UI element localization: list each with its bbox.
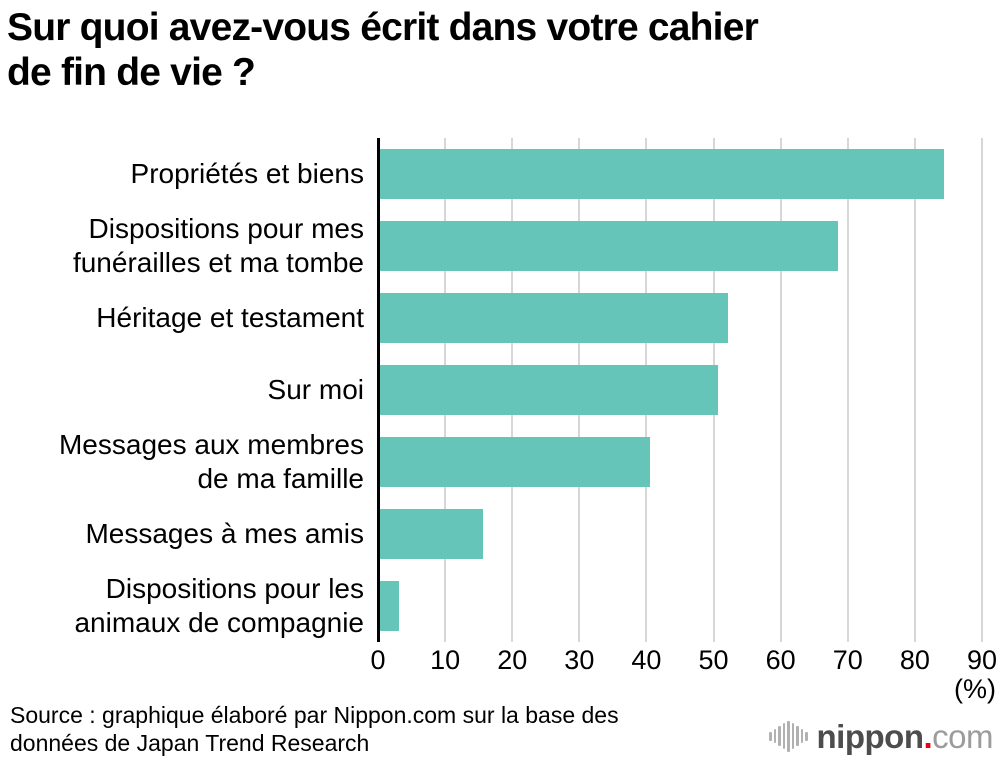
nippon-logo: nippon.com (769, 712, 993, 760)
chart-title-line2: de fin de vie ? (7, 51, 256, 94)
x-tick-label: 70 (832, 645, 863, 675)
gridline (981, 138, 983, 642)
x-tick-label: 40 (631, 645, 662, 675)
chart-title: Sur quoi avez-vous écrit dans votre cahi… (7, 5, 759, 95)
source-note-line2: données de Japan Trend Research (10, 730, 370, 756)
logo-tld: com (932, 717, 993, 755)
x-tick-label: 60 (765, 645, 796, 675)
category-label: Messages aux membres de ma famille (58, 429, 364, 494)
x-axis-unit-label: (%) (954, 674, 996, 704)
bar (378, 293, 729, 343)
logo-dot: . (923, 717, 933, 755)
bar (378, 221, 838, 271)
chart-title-line1: Sur quoi avez-vous écrit dans votre cahi… (7, 6, 759, 49)
category-label: Sur moi (267, 374, 364, 405)
bar (378, 437, 650, 487)
bar-row (378, 354, 982, 426)
category-label: Propriétés et biens (130, 158, 364, 189)
bar (378, 149, 944, 199)
x-tick-label: 90 (966, 645, 998, 675)
waveform-icon (769, 719, 808, 753)
bar-row (378, 282, 982, 354)
bar-row (378, 570, 982, 642)
category-label: Messages à mes amis (85, 518, 364, 549)
bar-row (378, 498, 982, 570)
source-note: Source : graphique élaboré par Nippon.co… (10, 701, 619, 757)
gridline (779, 138, 782, 642)
bar-row (378, 210, 982, 282)
gridline (846, 138, 849, 642)
bar-row (378, 138, 982, 210)
plot-area (377, 138, 983, 642)
category-labels: Propriétés et biens Dispositions pour mes… (0, 138, 364, 642)
x-tick-label: 20 (497, 645, 528, 675)
x-tick-label: 50 (698, 645, 729, 675)
x-tick-label: 10 (430, 645, 461, 675)
category-label: Dispositions pour mes funérailles et ma t… (72, 213, 364, 278)
bar-row (378, 426, 982, 498)
category-label: Dispositions pour les animaux de compagni… (74, 573, 364, 638)
x-axis-tick-labels: 0 10 20 30 40 50 60 70 80 90 (370, 645, 997, 677)
x-tick-label: 80 (899, 645, 930, 675)
bar (378, 365, 718, 415)
x-tick-label: 30 (564, 645, 595, 675)
bar (378, 581, 399, 631)
category-label: Héritage et testament (96, 302, 364, 333)
nippon-logo-text: nippon.com (816, 717, 994, 755)
bars-layer (378, 138, 982, 642)
y-axis-line (377, 138, 380, 642)
x-tick-label: 0 (370, 645, 386, 675)
gridline (913, 138, 916, 642)
bar (378, 509, 483, 559)
logo-name: nippon (816, 717, 924, 755)
source-note-line1: Source : graphique élaboré par Nippon.co… (10, 702, 619, 728)
